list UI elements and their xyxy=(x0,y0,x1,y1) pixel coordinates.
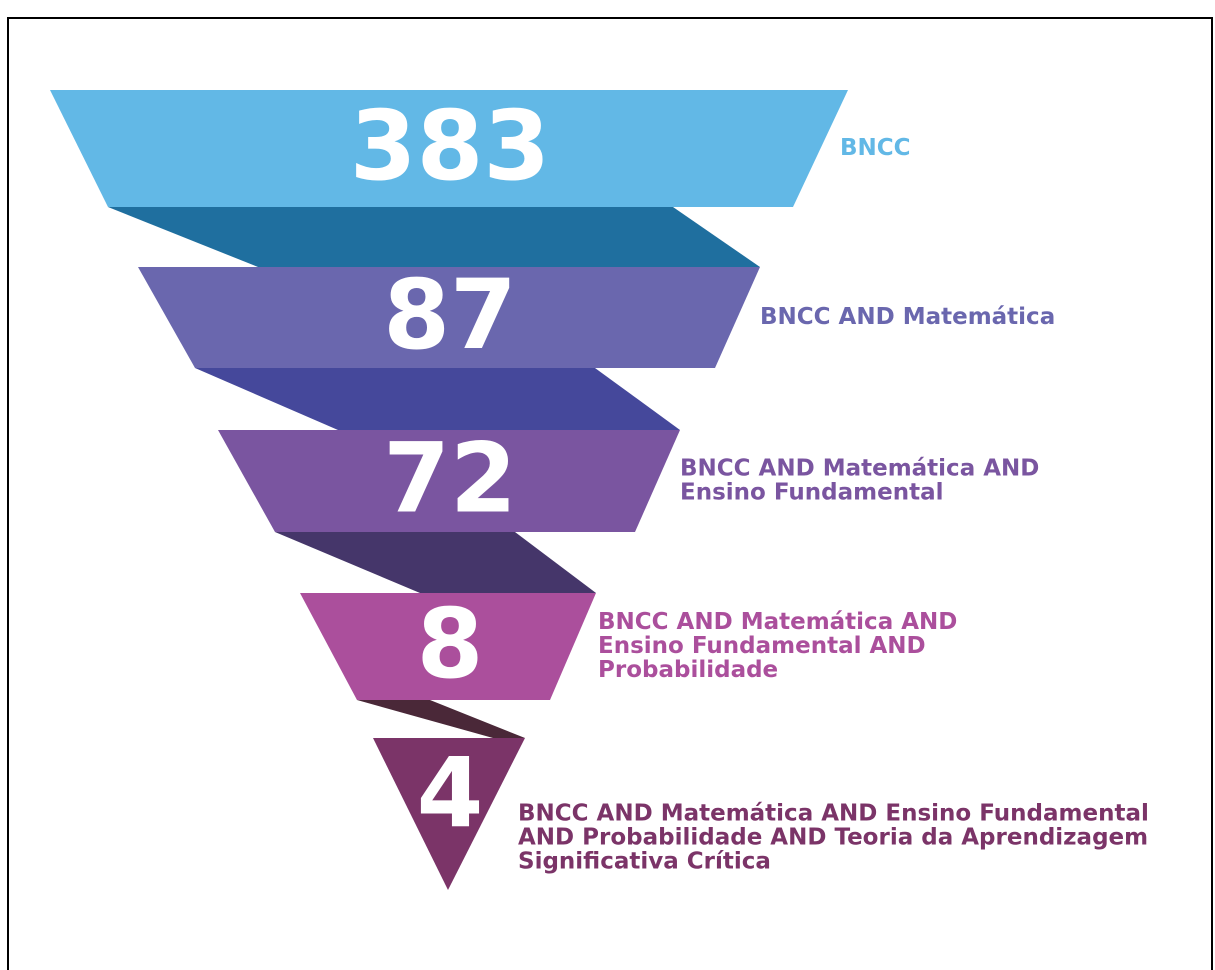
segment-value: 8 xyxy=(417,588,484,700)
funnel-segment xyxy=(300,593,596,700)
connector xyxy=(357,700,525,738)
segment-label: BNCC AND Matemática AND xyxy=(680,456,1039,482)
segment-label: AND Probabilidade AND Teoria da Aprendiz… xyxy=(518,825,1148,851)
connector xyxy=(275,532,596,593)
segment-label: Significativa Crítica xyxy=(518,849,771,875)
connector xyxy=(108,207,760,267)
segment-label: BNCC xyxy=(840,135,911,161)
segment-label: Ensino Fundamental xyxy=(680,480,943,506)
segment-value: 87 xyxy=(383,259,517,371)
segment-label: Ensino Fundamental AND xyxy=(598,633,926,659)
segment-label: Probabilidade xyxy=(598,657,778,683)
segment-value: 72 xyxy=(383,422,517,534)
funnel-segment xyxy=(50,90,848,207)
funnel-segment xyxy=(138,267,760,368)
frame xyxy=(7,17,1213,970)
segment-value: 4 xyxy=(417,737,484,849)
funnel-segment xyxy=(218,430,680,532)
segment-value: 383 xyxy=(350,90,550,202)
funnel-segment xyxy=(373,738,525,890)
segment-label: BNCC AND Matemática xyxy=(760,304,1055,330)
segment-label: BNCC AND Matemática AND Ensino Fundament… xyxy=(518,801,1149,827)
connector xyxy=(195,368,680,430)
segment-label: BNCC AND Matemática AND xyxy=(598,609,957,635)
